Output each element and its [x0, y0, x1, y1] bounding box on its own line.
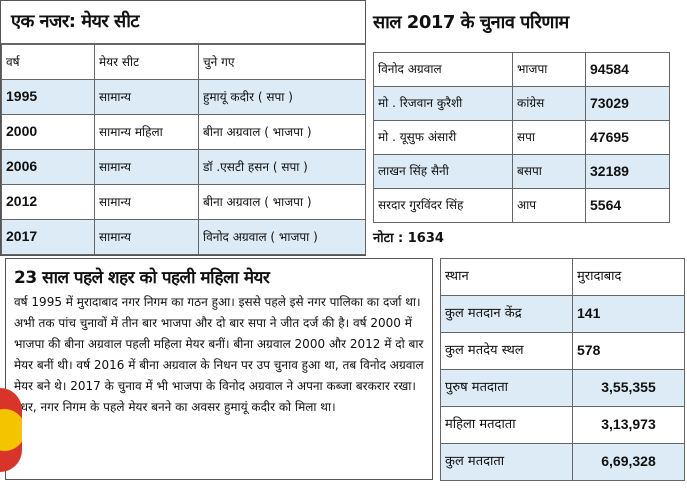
stat-value: 3,13,973	[572, 406, 685, 444]
voter-stats-table: स्थान मुरादाबाद कुल मतदान केंद्र 141 कुल म…	[440, 258, 685, 481]
elected: विनोद अग्रवाल ( भाजपा )	[198, 219, 366, 255]
votes: 5564	[585, 188, 670, 223]
header-place: स्थान	[440, 258, 573, 296]
candidate: मो . रिजवान कुरैशी	[373, 86, 513, 121]
stat-value: 3,55,355	[572, 369, 685, 407]
header-year: वर्ष	[1, 44, 95, 80]
table-row: कुल मतदाता 6,69,328	[440, 443, 685, 481]
table-header: स्थान मुरादाबाद	[440, 258, 685, 296]
votes: 47695	[585, 120, 670, 155]
table-row: 2012 सामान्य बीना अग्रवाल ( भाजपा )	[1, 184, 366, 220]
header-seat: मेयर सीट	[94, 44, 199, 80]
table-row: 1995 सामान्य हुमायूं कदीर ( सपा )	[1, 79, 366, 115]
article-title: 23 साल पहले शहर को पहली महिला मेयर	[14, 268, 270, 288]
candidate: विनोद अग्रवाल	[373, 52, 513, 87]
seat: सामान्य	[94, 149, 199, 185]
stat-value: 6,69,328	[572, 443, 685, 481]
stat-label: महिला मतदाता	[440, 406, 573, 444]
article-box: 23 साल पहले शहर को पहली महिला मेयर वर्ष …	[5, 258, 433, 480]
table-row: पुरुष मतदाता 3,55,355	[440, 369, 685, 407]
year: 2012	[1, 184, 95, 220]
stat-label: पुरुष मतदाता	[440, 369, 573, 407]
table-row: कुल मतदेय स्थल 578	[440, 332, 685, 370]
year: 2000	[1, 114, 95, 150]
party: आप	[512, 188, 586, 223]
party: सपा	[512, 120, 586, 155]
table-row: महिला मतदाता 3,13,973	[440, 406, 685, 444]
logo-emblem	[0, 388, 22, 472]
table-row: विनोद अग्रवाल भाजपा 94584	[373, 52, 670, 87]
table-row: 2017 सामान्य विनोद अग्रवाल ( भाजपा )	[1, 219, 366, 255]
stat-label: कुल मतदान केंद्र	[440, 295, 573, 333]
votes: 32189	[585, 154, 670, 189]
party: कांग्रेस	[512, 86, 586, 121]
mayor-seat-title: एक नजर: मेयर सीट	[1, 1, 365, 44]
candidate: सरदार गुरविंदर सिंह	[373, 188, 513, 223]
results-table: विनोद अग्रवाल भाजपा 94584 मो . रिजवान कुरै…	[373, 52, 670, 223]
mayor-seat-box: एक नजर: मेयर सीट वर्ष मेयर सीट चुने गए 199…	[0, 0, 366, 256]
candidate: मो . यूसुफ अंसारी	[373, 120, 513, 155]
party: भाजपा	[512, 52, 586, 87]
votes: 73029	[585, 86, 670, 121]
table-row: मो . रिजवान कुरैशी कांग्रेस 73029	[373, 86, 670, 121]
elected: बीना अग्रवाल ( भाजपा )	[198, 114, 366, 150]
party: बसपा	[512, 154, 586, 189]
table-row: कुल मतदान केंद्र 141	[440, 295, 685, 333]
seat: सामान्य	[94, 79, 199, 115]
year: 2006	[1, 149, 95, 185]
mayor-seat-table: वर्ष मेयर सीट चुने गए 1995 सामान्य हुमायूं क…	[1, 44, 366, 255]
year: 2017	[1, 219, 95, 255]
stat-value: 578	[572, 332, 685, 370]
table-row: 2000 सामान्य महिला बीना अग्रवाल ( भाजपा )	[1, 114, 366, 150]
elected: डॉ .एसटी हसन ( सपा )	[198, 149, 366, 185]
header-city: मुरादाबाद	[572, 258, 685, 296]
table-header: वर्ष मेयर सीट चुने गए	[1, 44, 366, 80]
results-title: साल 2017 के चुनाव परिणाम	[373, 12, 569, 33]
stat-label: कुल मतदेय स्थल	[440, 332, 573, 370]
table-row: मो . यूसुफ अंसारी सपा 47695	[373, 120, 670, 155]
stat-label: कुल मतदाता	[440, 443, 573, 481]
year: 1995	[1, 79, 95, 115]
elected: हुमायूं कदीर ( सपा )	[198, 79, 366, 115]
seat: सामान्य	[94, 184, 199, 220]
nota-count: नोटा : 1634	[373, 231, 444, 246]
seat: सामान्य महिला	[94, 114, 199, 150]
table-row: 2006 सामान्य डॉ .एसटी हसन ( सपा )	[1, 149, 366, 185]
table-row: लाखन सिंह सैनी बसपा 32189	[373, 154, 670, 189]
elected: बीना अग्रवाल ( भाजपा )	[198, 184, 366, 220]
article-body: वर्ष 1995 में मुरादाबाद नगर निगम का गठन …	[14, 295, 424, 414]
table-row: सरदार गुरविंदर सिंह आप 5564	[373, 188, 670, 223]
header-elected: चुने गए	[198, 44, 366, 80]
stat-value: 141	[572, 295, 685, 333]
votes: 94584	[585, 52, 670, 87]
seat: सामान्य	[94, 219, 199, 255]
candidate: लाखन सिंह सैनी	[373, 154, 513, 189]
